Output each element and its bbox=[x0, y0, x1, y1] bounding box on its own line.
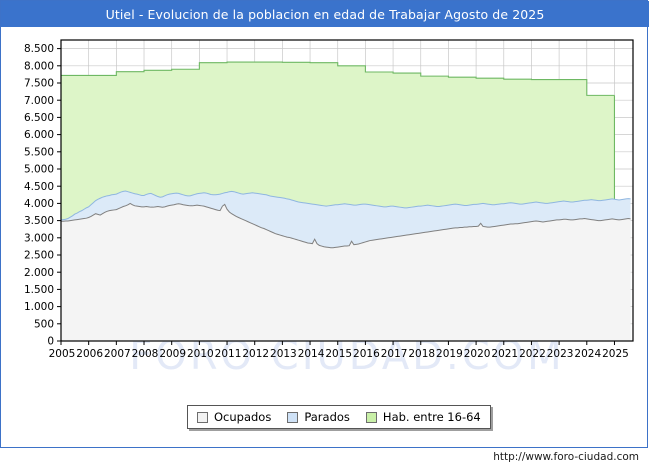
svg-text:6.000: 6.000 bbox=[24, 129, 54, 141]
svg-text:2010: 2010 bbox=[187, 348, 214, 360]
svg-text:7.500: 7.500 bbox=[24, 78, 54, 90]
svg-text:6.500: 6.500 bbox=[24, 112, 54, 124]
legend-item-ocupados[interactable]: Ocupados bbox=[197, 410, 271, 424]
chart-plot-container: FORO CIUDAD.COM 0 500 1.000 1.500 2.000 2.500 3… bbox=[1, 27, 649, 463]
svg-text:2019: 2019 bbox=[436, 348, 463, 360]
svg-text:1.000: 1.000 bbox=[24, 301, 54, 313]
svg-text:2006: 2006 bbox=[76, 348, 103, 360]
svg-text:2007: 2007 bbox=[104, 348, 131, 360]
svg-text:2014: 2014 bbox=[298, 348, 325, 360]
svg-text:8.500: 8.500 bbox=[24, 43, 54, 55]
legend-label-habitantes: Hab. entre 16-64 bbox=[382, 410, 481, 424]
legend-item-parados[interactable]: Parados bbox=[287, 410, 350, 424]
svg-text:2016: 2016 bbox=[353, 348, 380, 360]
svg-text:2024: 2024 bbox=[574, 348, 601, 360]
svg-text:2009: 2009 bbox=[159, 348, 186, 360]
svg-text:2.000: 2.000 bbox=[24, 267, 54, 279]
page-title: Utiel - Evolucion de la poblacion en eda… bbox=[105, 6, 545, 22]
svg-text:0: 0 bbox=[47, 336, 54, 348]
svg-text:8.000: 8.000 bbox=[24, 60, 54, 72]
svg-text:2021: 2021 bbox=[491, 348, 518, 360]
window-title-bar: Utiel - Evolucion de la poblacion en eda… bbox=[1, 1, 649, 27]
svg-text:2023: 2023 bbox=[547, 348, 574, 360]
svg-text:3.000: 3.000 bbox=[24, 232, 54, 244]
svg-text:5.500: 5.500 bbox=[24, 146, 54, 158]
svg-text:7.000: 7.000 bbox=[24, 95, 54, 107]
svg-text:1.500: 1.500 bbox=[24, 284, 54, 296]
svg-text:2015: 2015 bbox=[325, 348, 352, 360]
svg-text:2005: 2005 bbox=[49, 348, 76, 360]
svg-text:2017: 2017 bbox=[381, 348, 408, 360]
svg-text:4.500: 4.500 bbox=[24, 181, 54, 193]
svg-text:2.500: 2.500 bbox=[24, 250, 54, 262]
svg-text:2011: 2011 bbox=[215, 348, 242, 360]
svg-text:4.000: 4.000 bbox=[24, 198, 54, 210]
svg-text:2012: 2012 bbox=[242, 348, 269, 360]
svg-text:5.000: 5.000 bbox=[24, 164, 54, 176]
chart-legend: Ocupados Parados Hab. entre 16-64 bbox=[187, 405, 491, 429]
legend-swatch-ocupados bbox=[197, 411, 208, 423]
svg-text:2013: 2013 bbox=[270, 348, 297, 360]
population-chart: FORO CIUDAD.COM05001.0001.5002.0002.5003… bbox=[24, 39, 634, 379]
legend-swatch-habitantes bbox=[365, 411, 377, 423]
legend-label-parados: Parados bbox=[304, 410, 350, 424]
legend-swatch-parados bbox=[287, 411, 299, 423]
legend-item-habitantes[interactable]: Hab. entre 16-64 bbox=[365, 410, 481, 424]
svg-text:3.500: 3.500 bbox=[24, 215, 54, 227]
svg-text:2018: 2018 bbox=[408, 348, 435, 360]
legend-label-ocupados: Ocupados bbox=[214, 410, 272, 424]
source-url[interactable]: http://www.foro-ciudad.com bbox=[493, 451, 639, 463]
svg-text:2020: 2020 bbox=[464, 348, 491, 360]
svg-text:2022: 2022 bbox=[519, 348, 546, 360]
svg-text:2008: 2008 bbox=[132, 348, 159, 360]
svg-text:2025: 2025 bbox=[602, 348, 629, 360]
svg-text:500: 500 bbox=[34, 318, 54, 330]
